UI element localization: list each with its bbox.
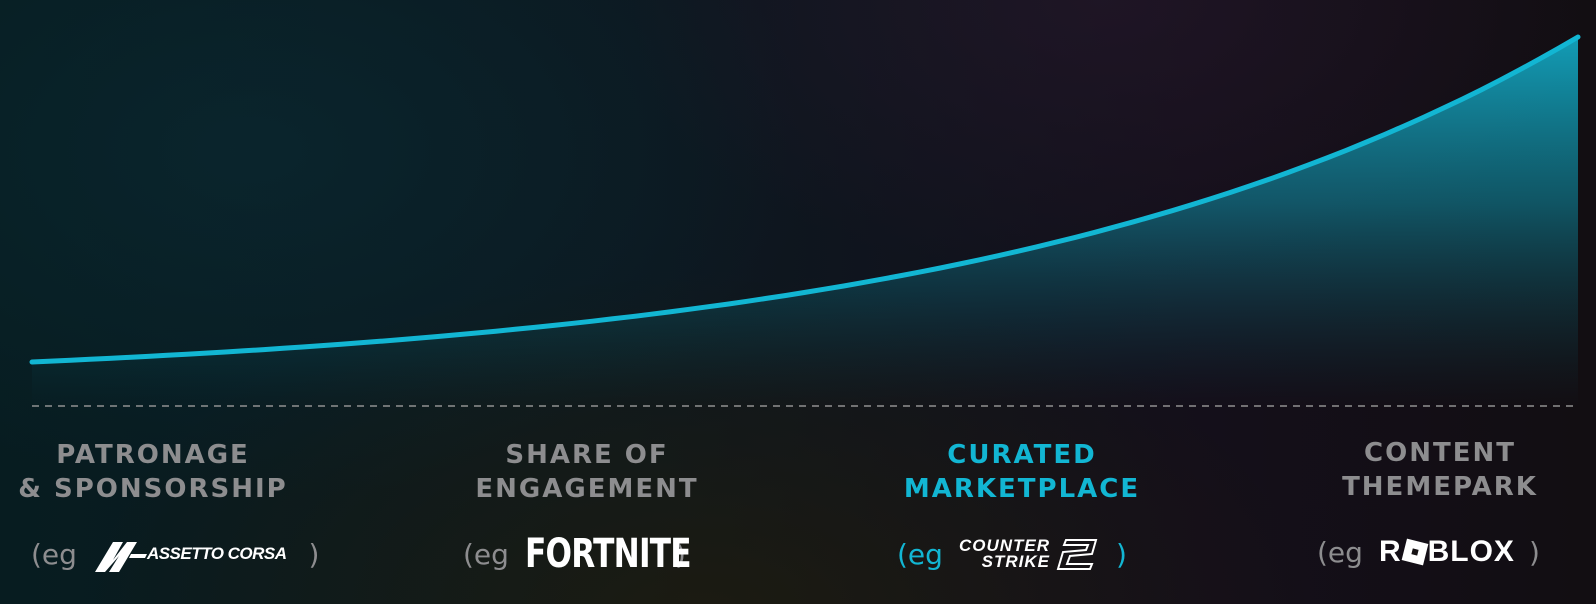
counter-strike-2-logo: COUNTER STRIKE	[959, 536, 1102, 572]
cs2-numeral-icon	[1056, 539, 1098, 570]
growth-area	[32, 37, 1578, 406]
stage-title-line: SHARE OF	[505, 440, 669, 470]
example-roblox: (eg R BLOX )	[1313, 530, 1540, 574]
roblox-wordmark-end: BLOX	[1427, 535, 1515, 568]
eg-suffix: )	[1528, 535, 1540, 569]
assetto-corsa-icon	[94, 542, 147, 572]
counter-strike-wordmark: COUNTER STRIKE	[958, 536, 1050, 571]
eg-suffix: )	[1116, 537, 1127, 571]
fortnite-logo: FORTNITE	[524, 531, 692, 577]
eg-suffix: )	[674, 537, 686, 571]
stage-title-line: ENGAGEMENT	[475, 474, 699, 504]
stage-title-line: PATRONAGE	[56, 440, 250, 470]
stage-content-themepark: CONTENT THEMEPARK	[1290, 436, 1590, 504]
roblox-logo: R BLOX	[1379, 535, 1515, 569]
counter-strike-line2: STRIKE	[981, 552, 1050, 571]
stage-share-of-engagement: SHARE OF ENGAGEMENT	[437, 438, 737, 506]
eg-prefix: (eg	[463, 537, 509, 571]
stage-title-line: CONTENT	[1364, 438, 1516, 468]
stage-title-line: CURATED	[947, 440, 1097, 470]
assetto-corsa-logo: ASSETTO CORSA	[93, 534, 287, 574]
stage-title-line: THEMEPARK	[1342, 472, 1538, 502]
eg-prefix: (eg	[897, 537, 943, 571]
eg-suffix: )	[308, 537, 320, 571]
example-assetto-corsa: (eg ASSETTO CORSA )	[27, 532, 319, 576]
assetto-corsa-wordmark: ASSETTO CORSA	[146, 544, 287, 563]
growth-curve	[29, 34, 1581, 365]
roblox-square-icon	[1401, 538, 1428, 566]
stage-title-line: & SPONSORSHIP	[18, 474, 288, 504]
stage-curated-marketplace: CURATED MARKETPLACE	[872, 438, 1172, 506]
example-fortnite: (eg FORTNITE )	[459, 531, 692, 577]
stage-title-line: MARKETPLACE	[903, 474, 1141, 504]
example-counter-strike-2: (eg COUNTER STRIKE )	[893, 532, 1127, 576]
eg-prefix: (eg	[31, 537, 77, 571]
eg-prefix: (eg	[1317, 535, 1363, 569]
roblox-wordmark-start: R	[1378, 535, 1402, 568]
counter-strike-line1: COUNTER	[958, 536, 1050, 555]
stage-patronage-sponsorship: PATRONAGE & SPONSORSHIP	[3, 438, 303, 506]
